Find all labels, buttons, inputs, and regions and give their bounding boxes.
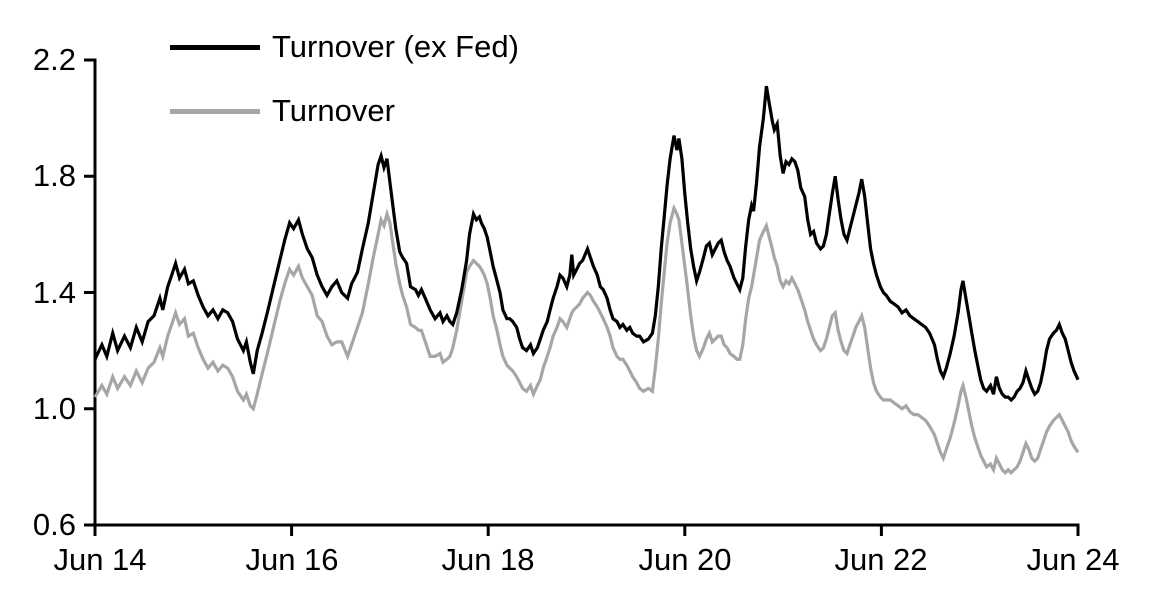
y-axis-label-1-0: 1.0 — [32, 391, 76, 426]
x-axis-label-jun-18: Jun 18 — [441, 542, 535, 577]
series-line-turnover-ex-fed — [93, 85, 1080, 403]
x-axis-label-jun-20: Jun 20 — [638, 542, 732, 577]
legend-line-turnover — [170, 109, 260, 114]
y-axis-label-1-8: 1.8 — [32, 158, 76, 193]
x-axis-label-jun-24: Jun 24 — [1026, 542, 1120, 577]
series-line-turnover — [93, 203, 1080, 475]
x-axis-label-jun-22: Jun 22 — [834, 542, 928, 577]
legend-label-turnover-ex-fed: Turnover (ex Fed) — [272, 29, 519, 64]
legend-line-turnover-ex-fed — [170, 45, 260, 50]
x-axis-label-jun-14: Jun 14 — [53, 542, 147, 577]
y-axis-label-2-2: 2.2 — [32, 42, 76, 77]
x-axis-label-jun-16: Jun 16 — [245, 542, 339, 577]
y-axis-label-0-6: 0.6 — [32, 507, 76, 542]
legend-label-turnover: Turnover — [272, 93, 395, 128]
y-axis-label-1-4: 1.4 — [32, 275, 76, 310]
